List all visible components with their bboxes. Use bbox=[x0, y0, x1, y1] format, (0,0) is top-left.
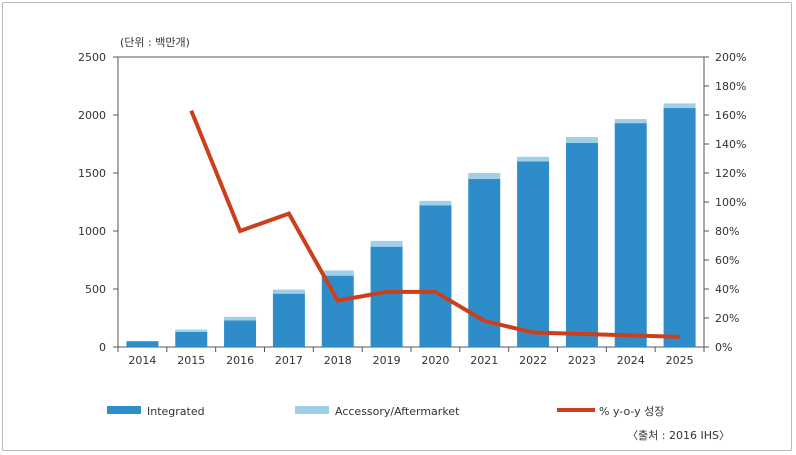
x-tick-label: 2017 bbox=[275, 354, 303, 367]
x-tick-label: 2022 bbox=[519, 354, 547, 367]
right-tick-label: 120% bbox=[715, 167, 746, 180]
legend: Integrated Accessory/Aftermarket % y-o-y 성… bbox=[107, 405, 664, 418]
left-tick-label: 1500 bbox=[78, 167, 106, 180]
bar-integrated bbox=[321, 275, 354, 347]
bar-accessory bbox=[224, 316, 257, 321]
right-tick-label: 140% bbox=[715, 138, 746, 151]
bar-integrated bbox=[224, 320, 257, 347]
bar-integrated bbox=[370, 246, 403, 347]
legend-swatch-integrated bbox=[107, 406, 141, 414]
bar-accessory bbox=[321, 270, 354, 276]
x-tick-label: 2014 bbox=[128, 354, 156, 367]
x-tick-label: 2023 bbox=[568, 354, 596, 367]
right-tick-label: 60% bbox=[715, 254, 739, 267]
bar-accessory bbox=[517, 156, 550, 162]
right-tick-label: 80% bbox=[715, 225, 739, 238]
bar-accessory bbox=[175, 329, 208, 332]
x-tick-label: 2016 bbox=[226, 354, 254, 367]
legend-label-accessory: Accessory/Aftermarket bbox=[335, 405, 460, 418]
bar-accessory bbox=[565, 137, 598, 143]
bar-integrated bbox=[272, 293, 305, 347]
left-tick-label: 2500 bbox=[78, 51, 106, 64]
bar-accessory bbox=[468, 173, 501, 179]
left-tick-label: 1000 bbox=[78, 225, 106, 238]
source-label: 〈출처 : 2016 IHS〉 bbox=[627, 429, 730, 442]
left-tick-label: 500 bbox=[85, 283, 106, 296]
legend-swatch-accessory bbox=[295, 406, 329, 414]
unit-label: (단위 : 백만개) bbox=[120, 36, 190, 49]
x-tick-label: 2021 bbox=[470, 354, 498, 367]
bar-accessory bbox=[272, 289, 305, 294]
bar-integrated bbox=[126, 341, 159, 347]
bars-group bbox=[126, 103, 696, 348]
left-y-axis: 0 500 1000 1500 2000 2500 bbox=[78, 51, 118, 354]
bar-accessory bbox=[663, 103, 696, 109]
right-tick-label: 180% bbox=[715, 80, 746, 93]
left-tick-label: 2000 bbox=[78, 109, 106, 122]
bar-integrated bbox=[565, 142, 598, 347]
right-tick-label: 20% bbox=[715, 312, 739, 325]
x-tick-label: 2020 bbox=[421, 354, 449, 367]
x-tick-label: 2018 bbox=[324, 354, 352, 367]
bar-accessory bbox=[419, 200, 452, 206]
x-tick-label: 2019 bbox=[373, 354, 401, 367]
right-tick-label: 160% bbox=[715, 109, 746, 122]
legend-label-growth: % y-o-y 성장 bbox=[599, 405, 664, 418]
right-tick-label: 200% bbox=[715, 51, 746, 64]
bar-accessory bbox=[370, 240, 403, 247]
bar-integrated bbox=[517, 161, 550, 347]
right-y-axis: 0% 20% 40% 60% 80% 100% 120% 140% 160% 180% 200% bbox=[704, 51, 746, 354]
bar-integrated bbox=[663, 108, 696, 347]
x-tick-label: 2015 bbox=[177, 354, 205, 367]
bar-integrated bbox=[614, 123, 647, 348]
left-tick-label: 0 bbox=[99, 341, 106, 354]
right-tick-label: 100% bbox=[715, 196, 746, 209]
bar-integrated bbox=[175, 331, 208, 347]
x-axis: 2014 2015 2016 2017 2018 2019 2020 2021 2022 2023… bbox=[117, 347, 705, 367]
legend-label-integrated: Integrated bbox=[147, 405, 205, 418]
bar-accessory bbox=[614, 119, 647, 124]
right-tick-label: 40% bbox=[715, 283, 739, 296]
growth-line-group bbox=[189, 109, 680, 339]
chart-frame bbox=[2, 2, 792, 451]
x-tick-label: 2024 bbox=[617, 354, 645, 367]
right-tick-label: 0% bbox=[715, 341, 732, 354]
bar-integrated bbox=[419, 205, 452, 347]
x-tick-label: 2025 bbox=[666, 354, 694, 367]
